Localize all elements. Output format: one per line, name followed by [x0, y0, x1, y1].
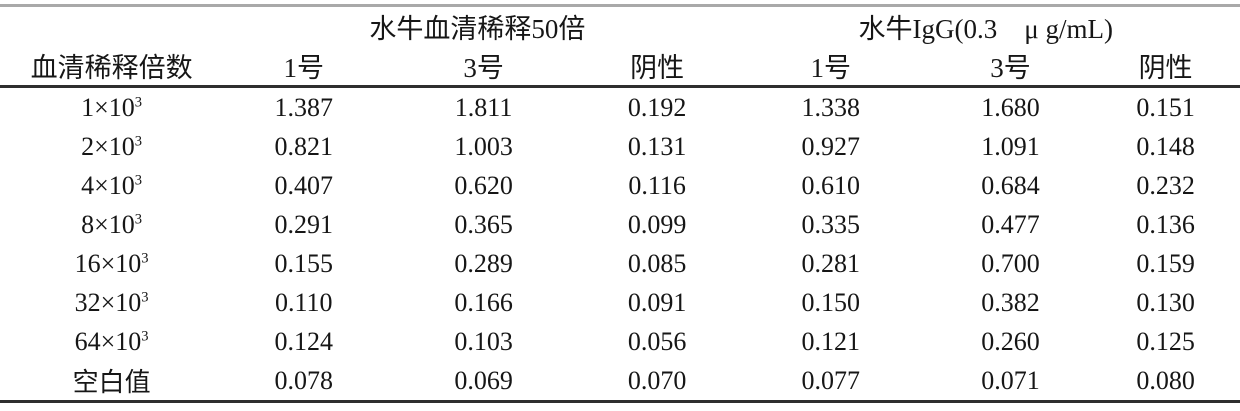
- od-value-cell: 0.130: [1136, 287, 1195, 317]
- group-header-buffalo-igg: 水牛IgG(0.3 μ g/mL): [858, 14, 1113, 44]
- od-value-cell: 0.151: [1136, 92, 1195, 122]
- column-header-no1-igg: 1号: [731, 46, 930, 88]
- od-value-cell: 1.387: [274, 92, 334, 122]
- od-value-cell: 0.365: [454, 209, 513, 239]
- od-value-cell: 0.260: [981, 326, 1040, 356]
- table-row: 8×103 0.291 0.365 0.099 0.335 0.477 0.136: [0, 205, 1240, 244]
- blank-corner-cell: [0, 6, 223, 47]
- od-value-cell: 0.121: [801, 326, 861, 356]
- od-value-cell: 0.610: [801, 170, 861, 200]
- dilution-cell: 8×103: [81, 209, 143, 239]
- od-value-cell: 0.155: [274, 248, 334, 278]
- table-body: 1×103 1.387 1.811 0.192 1.338 1.680 0.151 2×103…: [0, 87, 1240, 402]
- od-value-cell: 1.811: [454, 92, 513, 122]
- table-row: 32×103 0.110 0.166 0.091 0.150 0.382 0.130: [0, 283, 1240, 322]
- od-value-cell: 1.091: [981, 131, 1040, 161]
- od-value-cell: 0.620: [454, 170, 513, 200]
- od-value-cell: 0.080: [1136, 365, 1195, 395]
- table-row: 空白值 0.078 0.069 0.070 0.077 0.071 0.080: [0, 361, 1240, 402]
- od-value-cell: 0.078: [274, 365, 334, 395]
- column-header-no3-igg: 3号: [929, 46, 1092, 88]
- od-value-cell: 0.085: [627, 248, 687, 278]
- table-row: 2×103 0.821 1.003 0.131 0.927 1.091 0.148: [0, 127, 1240, 166]
- od-value-cell: 0.077: [801, 365, 861, 395]
- table-header: 水牛血清稀释50倍 水牛IgG(0.3 μ g/mL) 血清稀释倍数 1号 3号…: [0, 6, 1240, 88]
- dilution-cell: 64×103: [74, 326, 149, 356]
- od-value-cell: 0.131: [627, 131, 687, 161]
- dilution-cell: 32×103: [74, 287, 149, 317]
- group-header-row: 水牛血清稀释50倍 水牛IgG(0.3 μ g/mL): [0, 6, 1240, 47]
- od-value-cell: 0.232: [1136, 170, 1195, 200]
- od-value-cell: 0.150: [801, 287, 861, 317]
- od-value-cell: 0.166: [454, 287, 513, 317]
- od-value-cell: 0.056: [627, 326, 687, 356]
- od-value-cell: 0.070: [627, 365, 687, 395]
- table-row: 1×103 1.387 1.811 0.192 1.338 1.680 0.151: [0, 87, 1240, 128]
- od-value-cell: 1.680: [981, 92, 1040, 122]
- dilution-cell: 2×103: [81, 131, 143, 161]
- od-value-cell: 0.136: [1136, 209, 1195, 239]
- od-value-cell: 0.148: [1136, 131, 1195, 161]
- od-value-cell: 0.407: [274, 170, 334, 200]
- od-value-cell: 0.159: [1136, 248, 1195, 278]
- od-value-cell: 0.091: [627, 287, 687, 317]
- dilution-cell: 空白值: [72, 368, 151, 397]
- od-value-cell: 0.125: [1136, 326, 1195, 356]
- od-value-cell: 0.382: [981, 287, 1040, 317]
- elisa-results-table: 水牛血清稀释50倍 水牛IgG(0.3 μ g/mL) 血清稀释倍数 1号 3号…: [0, 4, 1240, 403]
- od-value-cell: 0.477: [981, 209, 1040, 239]
- column-header-negative-igg: 阴性: [1091, 46, 1240, 88]
- od-value-cell: 0.116: [628, 170, 686, 200]
- od-value-cell: 0.335: [801, 209, 861, 239]
- od-value-cell: 1.338: [801, 92, 861, 122]
- column-header-dilution: 血清稀释倍数: [0, 46, 224, 88]
- od-value-cell: 0.124: [274, 326, 334, 356]
- od-value-cell: 0.069: [454, 365, 513, 395]
- od-value-cell: 0.192: [627, 92, 687, 122]
- od-value-cell: 0.684: [981, 170, 1040, 200]
- table-row: 16×103 0.155 0.289 0.085 0.281 0.700 0.159: [0, 244, 1240, 283]
- od-value-cell: 0.700: [981, 248, 1040, 278]
- od-value-cell: 0.071: [981, 365, 1040, 395]
- od-value-cell: 0.099: [627, 209, 687, 239]
- table-row: 4×103 0.407 0.620 0.116 0.610 0.684 0.232: [0, 166, 1240, 205]
- dilution-cell: 16×103: [74, 248, 149, 278]
- od-value-cell: 0.821: [274, 131, 334, 161]
- od-value-cell: 0.110: [275, 287, 333, 317]
- od-value-cell: 0.103: [454, 326, 513, 356]
- od-value-cell: 0.291: [274, 209, 334, 239]
- od-value-cell: 1.003: [454, 131, 513, 161]
- column-header-row: 血清稀释倍数 1号 3号 阴性 1号 3号 阴性: [0, 46, 1240, 88]
- table-row: 64×103 0.124 0.103 0.056 0.121 0.260 0.125: [0, 322, 1240, 361]
- column-header-no3-serum: 3号: [384, 46, 583, 88]
- dilution-cell: 4×103: [81, 170, 143, 200]
- od-value-cell: 0.289: [454, 248, 513, 278]
- dilution-cell: 1×103: [81, 92, 143, 122]
- od-value-cell: 0.281: [801, 248, 861, 278]
- od-value-cell: 0.927: [801, 131, 861, 161]
- column-header-negative-serum: 阴性: [582, 46, 732, 88]
- group-header-buffalo-serum: 水牛血清稀释50倍: [369, 14, 586, 44]
- column-header-no1-serum: 1号: [223, 46, 385, 88]
